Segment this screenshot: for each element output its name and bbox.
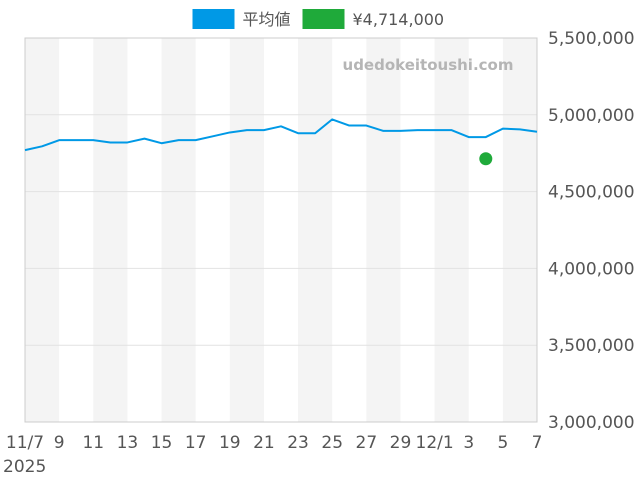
watermark: udedokeitoushi.com: [343, 56, 514, 74]
x-tick-label: 11/7: [6, 433, 44, 453]
x-tick-label: 27: [356, 433, 378, 453]
y-tick-label: 3,000,000: [548, 413, 635, 433]
data-point[interactable]: [479, 152, 493, 166]
plot-frame: [24, 37, 538, 423]
x-tick-label: 3: [463, 433, 474, 453]
legend-label[interactable]: ¥4,714,000: [353, 10, 445, 29]
band: [502, 38, 537, 422]
x-axis-tick-labels: 11/7 9 11 13 15 17 19 21 23 25 27 29 12/1 3 5 7: [6, 433, 543, 453]
band: [161, 38, 196, 422]
band: [229, 38, 264, 422]
band: [434, 38, 469, 422]
x-tick-label: 7: [532, 433, 543, 453]
band: [93, 38, 128, 422]
x-tick-label: 9: [54, 433, 65, 453]
legend[interactable]: 平均値 ¥4,714,000: [192, 9, 445, 29]
legend-label[interactable]: 平均値: [243, 10, 291, 29]
band: [366, 38, 401, 422]
x-tick-label: 5: [497, 433, 508, 453]
x-tick-label: 12/1: [416, 433, 454, 453]
x-tick-label: 11: [82, 433, 104, 453]
x-tick-label: 15: [151, 433, 173, 453]
y-tick-label: 5,500,000: [548, 29, 635, 49]
x-tick-label: 23: [287, 433, 309, 453]
x-tick-label: 13: [117, 433, 139, 453]
x-axis-year-label: 2025: [3, 457, 46, 477]
band: [25, 38, 60, 422]
x-tick-label: 19: [219, 433, 241, 453]
band: [298, 38, 333, 422]
x-tick-label: 21: [253, 433, 275, 453]
legend-swatch[interactable]: [192, 9, 235, 29]
y-tick-label: 3,500,000: [548, 336, 635, 356]
x-tick-label: 17: [185, 433, 207, 453]
x-tick-label: 29: [390, 433, 412, 453]
y-tick-label: 4,000,000: [548, 259, 635, 279]
alternating-bands: [25, 38, 537, 422]
series-points: [479, 152, 493, 166]
y-tick-label: 4,500,000: [548, 183, 635, 203]
series-line: [24, 118, 538, 152]
x-tick-label: 25: [321, 433, 343, 453]
y-axis-tick-labels: 3,000,000 3,500,000 4,000,000 4,500,000 5,00…: [548, 29, 635, 433]
legend-swatch[interactable]: [302, 9, 345, 29]
series-lines: [24, 118, 538, 152]
y-tick-label: 5,000,000: [548, 106, 635, 126]
